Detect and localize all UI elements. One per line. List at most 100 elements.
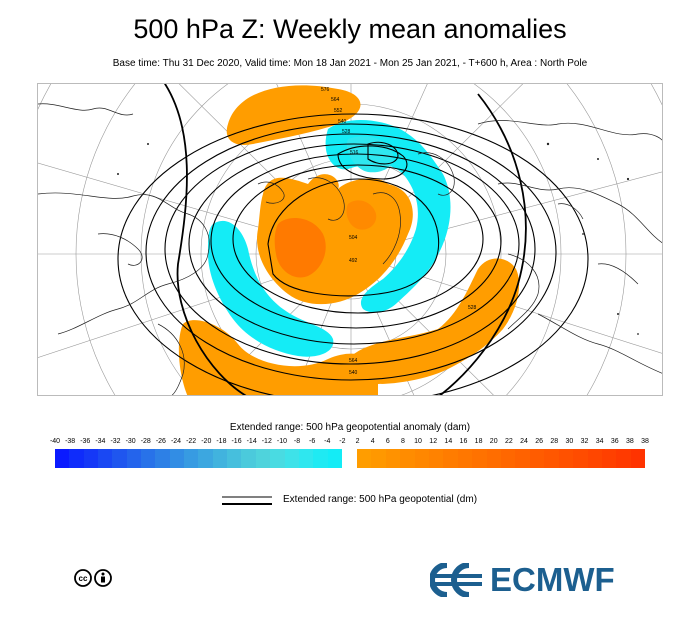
colorbar-swatch xyxy=(385,449,401,468)
colorbar-tick-label: -36 xyxy=(80,438,91,445)
colorbar-tick-label: 28 xyxy=(550,438,559,445)
colorbar-swatch xyxy=(298,449,314,468)
colorbar-swatch xyxy=(515,449,530,468)
colorbar-tick-label: -16 xyxy=(231,438,242,445)
colorbar-swatch xyxy=(443,449,458,468)
colorbar-tick-label: 34 xyxy=(595,438,604,445)
colorbar-tick-label: 2 xyxy=(355,438,360,445)
colorbar-tick-label: 8 xyxy=(400,438,405,445)
page-title: 500 hPa Z: Weekly mean anomalies xyxy=(133,14,567,44)
colorbar-swatch xyxy=(270,449,285,468)
colorbar-swatch xyxy=(558,449,574,468)
colorbar-tick-label: -14 xyxy=(246,438,257,445)
contour-legend-symbol xyxy=(222,496,272,505)
colorbar-swatch xyxy=(544,449,559,468)
colorbar-swatch xyxy=(241,449,256,468)
colorbar-swatch xyxy=(255,449,271,468)
colorbar-swatch xyxy=(357,449,372,468)
colorbar-title: Extended range: 500 hPa geopotential ano… xyxy=(229,422,471,433)
colorbar-swatch xyxy=(327,449,342,468)
colorbar-tick-label: -28 xyxy=(140,438,151,445)
colorbar-ticks: -40 -38 -36 -34 -32 -30 -28 -26 -24 -22 -20 -18 -16-… xyxy=(0,438,700,448)
colorbar-swatch xyxy=(126,449,142,468)
colorbar-swatch xyxy=(169,449,185,468)
colorbar-tick-label: -24 xyxy=(170,438,182,445)
contour-label: 504 xyxy=(349,235,358,241)
contour-label: 528 xyxy=(342,129,351,135)
colorbar-tick-label: -22 xyxy=(186,438,197,445)
colorbar-swatch xyxy=(284,449,299,468)
geopotential-contours xyxy=(117,113,589,395)
colorbar-swatch xyxy=(630,449,646,468)
colorbar-swatch xyxy=(313,449,328,468)
colorbar-tick-label: -18 xyxy=(216,438,227,445)
page-subtitle: Base time: Thu 31 Dec 2020, Valid time: … xyxy=(112,58,588,69)
coastlines xyxy=(38,103,662,395)
colorbar-negative xyxy=(55,449,342,468)
colorbar-swatch xyxy=(501,449,516,468)
colorbar-tick-label: 14 xyxy=(444,438,453,445)
colorbar-tick-label: -6 xyxy=(309,438,316,445)
colorbar-tick-label: 38 xyxy=(641,438,649,445)
colorbar-swatch xyxy=(55,449,70,468)
ecmwf-logo: ECMWF xyxy=(430,560,615,600)
colorbar-tick-label: -12 xyxy=(261,438,272,445)
colorbar-tick-label: 4 xyxy=(370,438,375,445)
colorbar-swatch xyxy=(83,449,99,468)
colorbar-swatch xyxy=(155,449,170,468)
contour-label: 492 xyxy=(349,258,358,264)
colorbar-tick-label: -26 xyxy=(155,438,166,445)
colorbar-swatch xyxy=(98,449,113,468)
colorbar-tick-label: -10 xyxy=(276,438,287,445)
colorbar-tick-label: 6 xyxy=(385,438,390,445)
colorbar-swatch xyxy=(184,449,199,468)
colorbar-swatch xyxy=(616,449,631,468)
colorbar-tick-label: -20 xyxy=(201,438,212,445)
colorbar-tick-label: 38 xyxy=(625,438,634,445)
colorbar-positive xyxy=(357,449,646,468)
colorbar-tick-label: -40 xyxy=(49,438,61,445)
colorbar-swatch xyxy=(112,449,127,468)
colorbar-swatch xyxy=(69,449,84,468)
colorbar-tick-label: -32 xyxy=(110,438,121,445)
islands xyxy=(117,142,639,335)
colorbar-tick-label: 16 xyxy=(459,438,468,445)
colorbar-swatch xyxy=(414,449,430,468)
colorbar-swatch xyxy=(400,449,415,468)
colorbar-swatch xyxy=(198,449,213,468)
colorbar-tick-label: 12 xyxy=(429,438,438,445)
colorbar-swatch xyxy=(371,449,386,468)
colorbar-tick-label: 30 xyxy=(565,438,574,445)
colorbar-tick-label: 36 xyxy=(610,438,619,445)
contour-label: 540 xyxy=(349,370,358,376)
colorbar-tick-label: 26 xyxy=(535,438,543,445)
contour-labels: 576 564 552 540 528 516 504 492 564 540 … xyxy=(321,87,477,376)
org-name: ECMWF xyxy=(490,561,615,598)
contour-label: 564 xyxy=(349,358,358,364)
contour-label: 540 xyxy=(338,119,347,125)
colorbar-tick-label: 18 xyxy=(474,438,483,445)
colorbar-tick-label: -4 xyxy=(324,438,331,445)
colorbar-swatch xyxy=(573,449,588,468)
anomaly-map: 576 564 552 540 528 516 504 492 564 540 … xyxy=(37,83,663,396)
colorbar-tick-label: 32 xyxy=(580,438,589,445)
colorbar-swatch xyxy=(429,449,444,468)
colorbar-swatch xyxy=(486,449,502,468)
colorbar-swatch xyxy=(529,449,545,468)
colorbar-swatch xyxy=(141,449,156,468)
colorbar-tick-label: -38 xyxy=(65,438,76,445)
colorbar-tick-label: 22 xyxy=(504,438,513,445)
contour-label: 552 xyxy=(334,108,343,114)
contour-label: 516 xyxy=(350,150,359,156)
colorbar-swatch xyxy=(472,449,487,468)
contour-label: 576 xyxy=(321,87,330,93)
map-canvas: 576 564 552 540 528 516 504 492 564 540 … xyxy=(38,84,662,395)
colorbar-swatch xyxy=(587,449,602,468)
colorbar-tick-label: -30 xyxy=(125,438,136,445)
colorbar-tick-label: -34 xyxy=(95,438,106,445)
colorbar-tick-label: 24 xyxy=(520,438,528,445)
contour-legend-label: Extended range: 500 hPa geopotential (dm… xyxy=(283,494,478,505)
colorbar-swatch xyxy=(227,449,242,468)
ecmwf-logo-icon xyxy=(430,563,482,597)
cc-by-icon: cc xyxy=(74,569,112,587)
